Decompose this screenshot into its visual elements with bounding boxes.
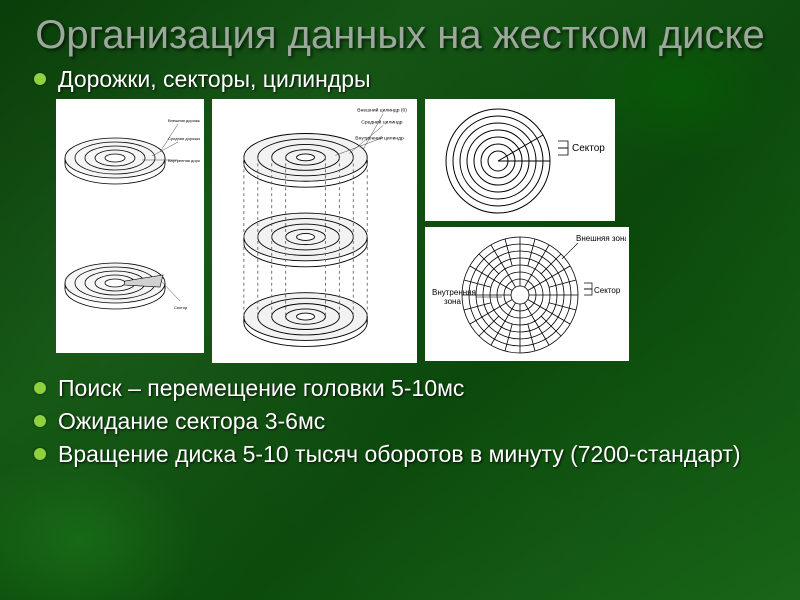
label-inner-zone-2: зона [444,297,461,306]
label-inner-zone: Внутренняя [432,288,476,297]
bullet-item: Ожидание сектора 3-6мс [30,408,770,435]
platter-tracks-icon: Внешняя дорожка (0) Средняя дорожка Внут… [60,106,200,221]
label-mid-track: Средняя дорожка [168,136,200,141]
label-inner-cyl: Внутренний цилиндр [355,134,404,141]
diagram-zones: Внешняя зона Внутренняя зона Сектор [425,227,629,361]
bullet-item: Вращение диска 5-10 тысяч оборотов в мин… [30,441,770,468]
zones-icon: Внешняя зона Внутренняя зона Сектор [428,229,626,359]
label-sector-c: Сектор [572,143,605,154]
label-inner-track: Внутренняя дорожка [168,158,200,163]
bullet-list-lower: Поиск – перемещение головки 5-10мс Ожида… [30,375,770,468]
slide-title: Организация данных на жестком диске [30,12,770,58]
diagram-tracks-sectors: Внешняя дорожка (0) Средняя дорожка Внут… [56,99,204,353]
cylinder-stack-icon: Внешний цилиндр (0) Средний цилиндр Внут… [216,103,413,359]
slide: Организация данных на жестком диске Доро… [0,0,800,600]
diagram-cylinders: Внешний цилиндр (0) Средний цилиндр Внут… [212,99,417,363]
diagram-concentric-sector: Сектор [425,99,615,221]
label-mid-cyl: Средний цилиндр [361,119,403,126]
label-sector: Сектор [174,305,188,310]
bullet-item: Поиск – перемещение головки 5-10мс [30,375,770,402]
bullet-list: Дорожки, секторы, цилиндры [30,66,770,93]
concentric-icon: Сектор [428,101,612,219]
label-outer-track: Внешняя дорожка (0) [168,118,200,123]
label-outer-cyl: Внешний цилиндр (0) [357,107,407,114]
label-sector-d: Сектор [594,286,621,295]
bullet-item: Дорожки, секторы, цилиндры [30,66,770,93]
diagram-row: Внешняя дорожка (0) Средняя дорожка Внут… [56,99,770,363]
label-outer-zone: Внешняя зона [576,234,626,243]
platter-sector-icon: Сектор [60,231,200,346]
